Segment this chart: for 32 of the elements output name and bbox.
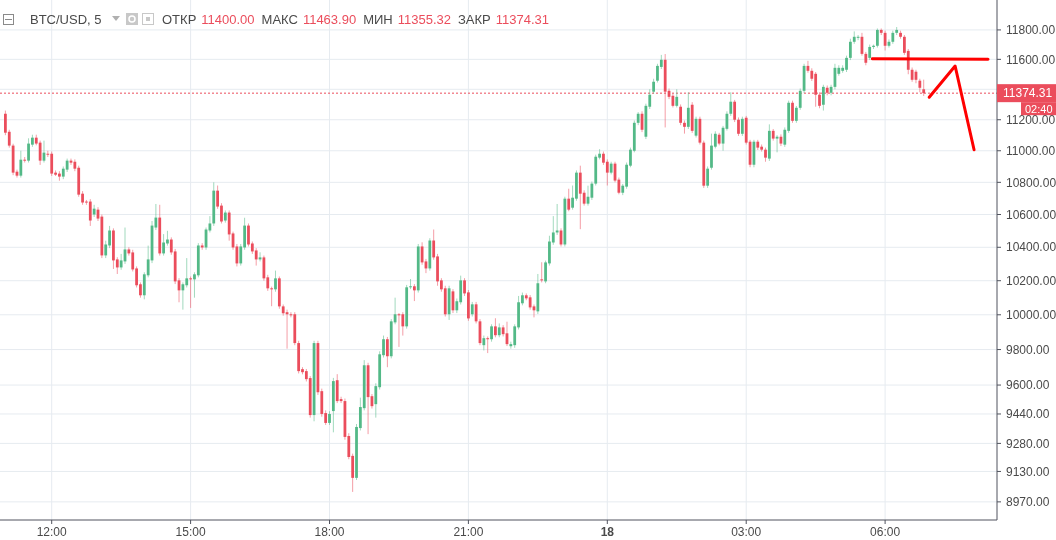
y-tick-label: 11800.00 bbox=[1006, 23, 1056, 38]
annotation: ЗАКР 11374.31 bbox=[457, 12, 550, 27]
y-tick-label: 11600.00 bbox=[1006, 52, 1056, 67]
annotation: МАКС 11463.90 bbox=[261, 12, 357, 27]
y-tick-label: 9130.00 bbox=[1006, 464, 1050, 479]
y-tick-label: 10200.00 bbox=[1006, 273, 1056, 288]
y-tick-label: 9800.00 bbox=[1006, 342, 1050, 357]
text: 02:40 bbox=[1025, 102, 1053, 115]
y-tick-label: 10800.00 bbox=[1006, 175, 1056, 190]
x-tick-label: 18:00 bbox=[314, 525, 345, 539]
candlestick bbox=[486, 335, 490, 354]
x-tick-label: 18 bbox=[600, 525, 615, 539]
y-tick-label: 10400.00 bbox=[1006, 240, 1056, 255]
y-tick-label: 11200.00 bbox=[1006, 112, 1056, 127]
x-tick-label: 12:00 bbox=[36, 525, 68, 539]
ref-line-label: 11374.31 bbox=[1003, 86, 1053, 101]
y-tick-label: 9440.00 bbox=[1006, 407, 1050, 422]
y-tick-label: 9600.00 bbox=[1006, 378, 1050, 393]
x-tick-label: 03:00 bbox=[731, 525, 762, 539]
x-tick-label: 15:00 bbox=[175, 525, 206, 539]
annotation: МИН 11355.32 bbox=[363, 12, 451, 27]
text: BTC/USD, 5 bbox=[30, 12, 102, 27]
y-tick-label: 11000.00 bbox=[1006, 143, 1056, 158]
candlestick bbox=[92, 204, 96, 218]
annotation: ОТКР 11400.00 bbox=[162, 12, 255, 27]
x-tick-label: 06:00 bbox=[870, 525, 901, 539]
x-tick-label: 21:00 bbox=[453, 525, 484, 539]
y-tick-label: 10000.00 bbox=[1006, 307, 1056, 322]
y-tick-label: 10600.00 bbox=[1006, 207, 1056, 222]
y-tick-label: 8970.00 bbox=[1006, 495, 1050, 510]
y-tick-label: 9280.00 bbox=[1006, 436, 1050, 451]
candlestick bbox=[409, 278, 412, 290]
